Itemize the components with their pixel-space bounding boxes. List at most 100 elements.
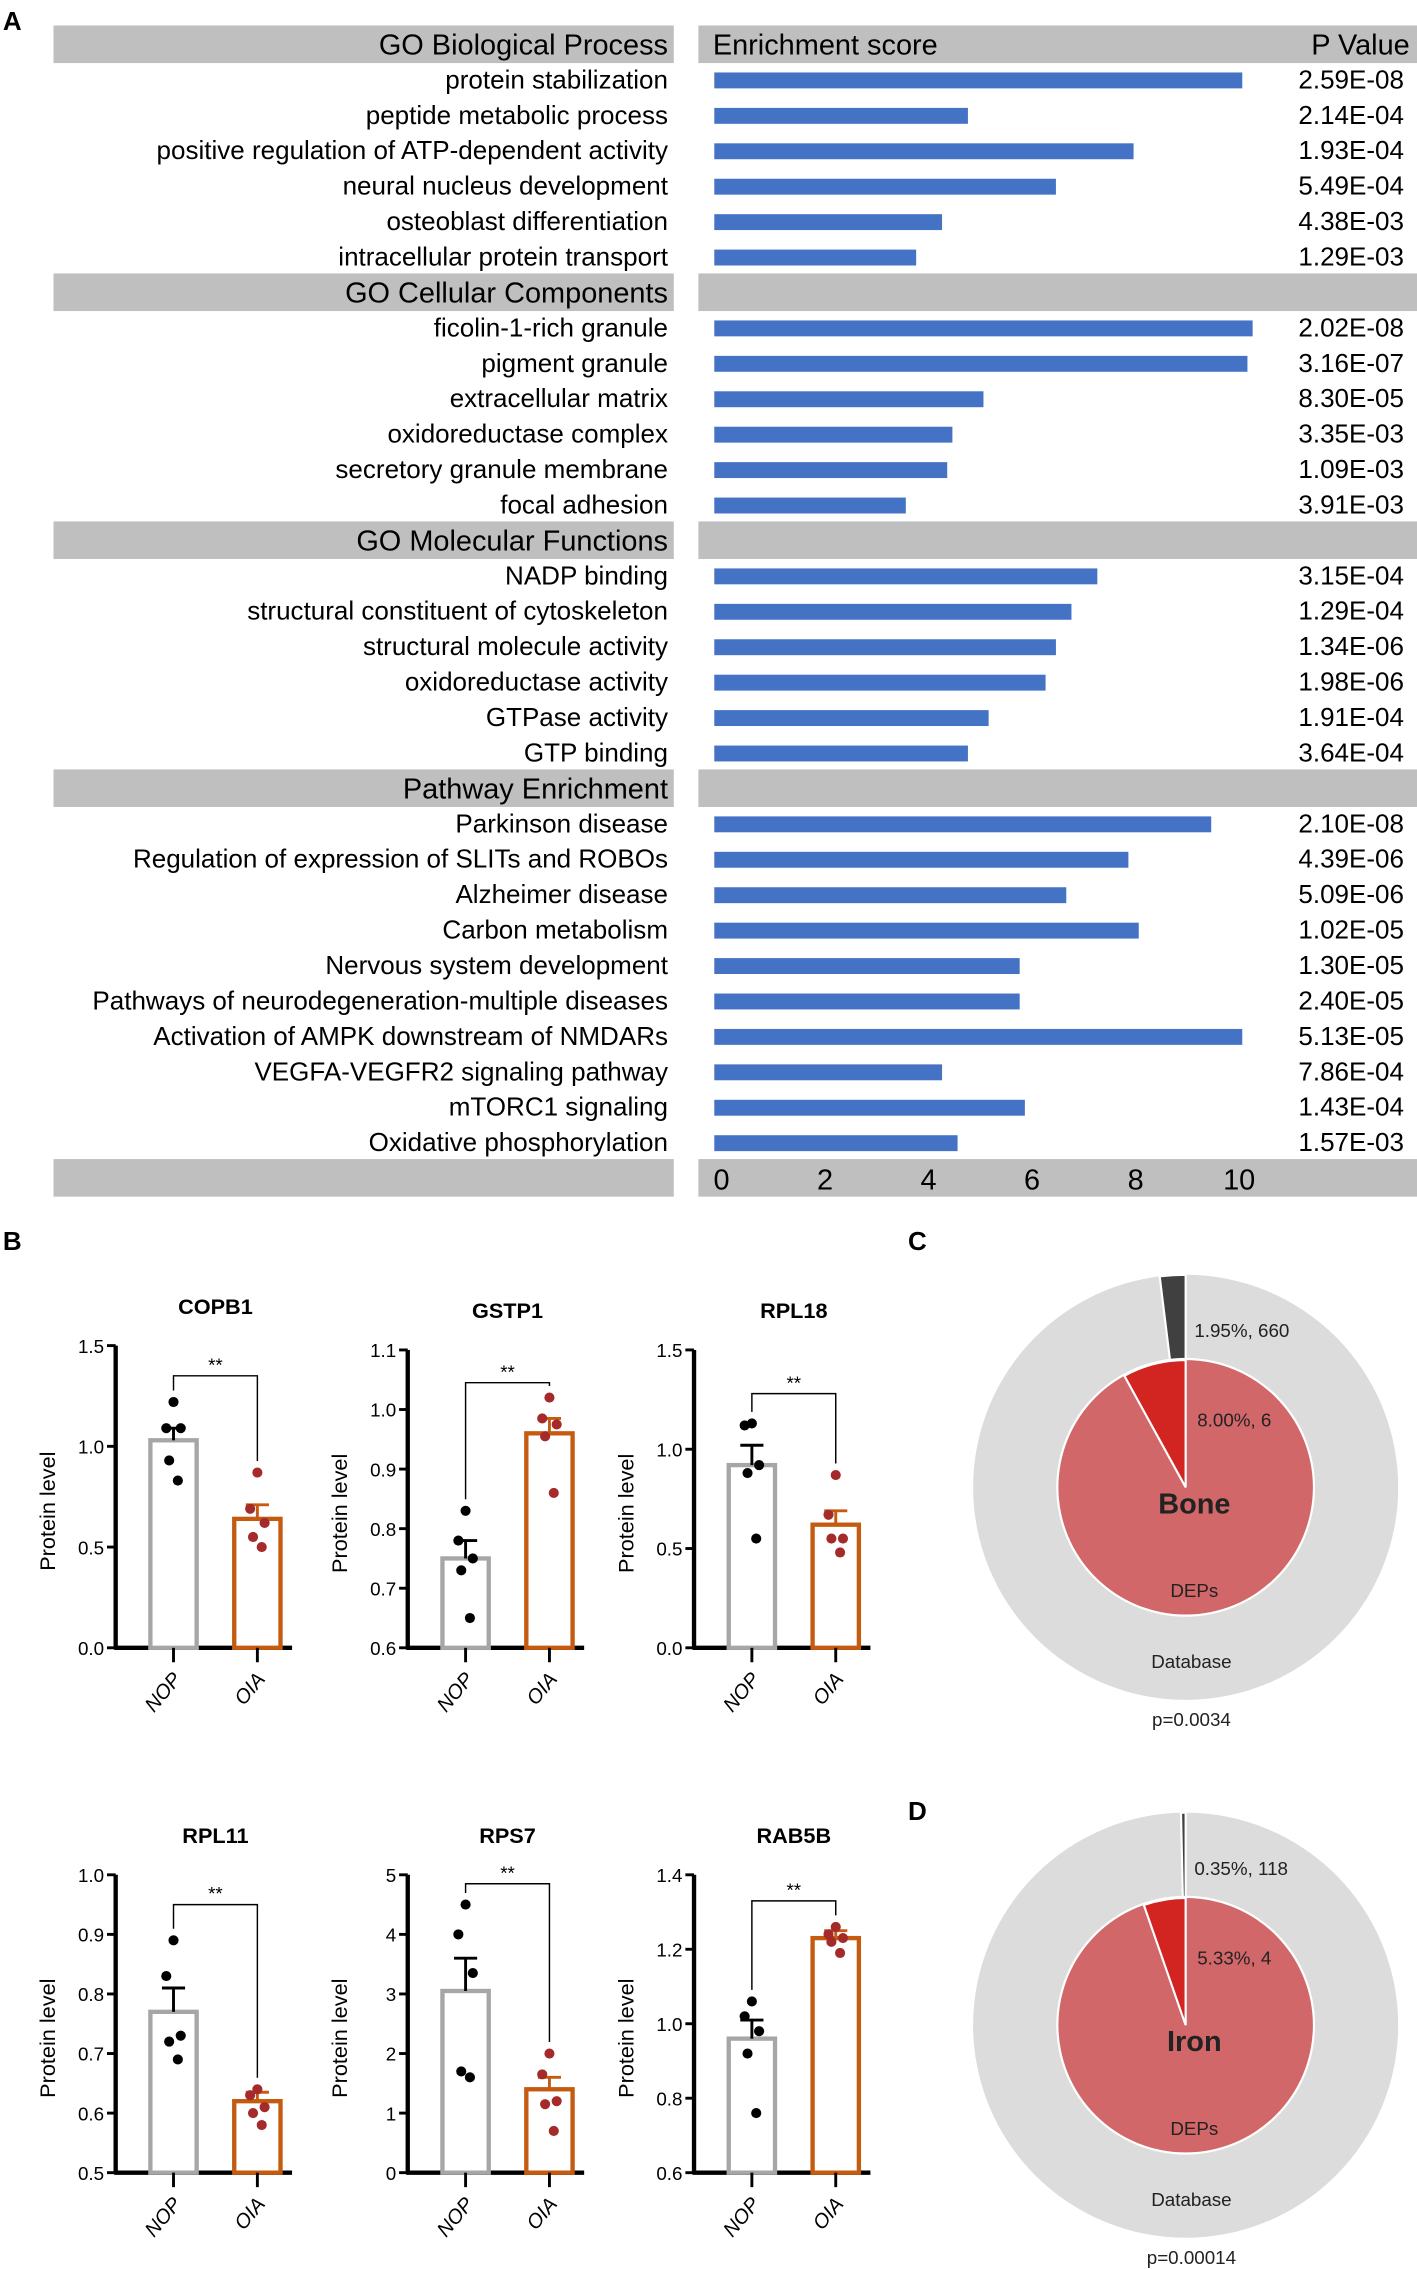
database-label: Database <box>1151 1651 1231 1672</box>
x-tick-label: OIA <box>231 1669 270 1710</box>
group-header-bg-right <box>698 273 1417 312</box>
enrichment-bar <box>714 958 1020 975</box>
data-point <box>256 1542 267 1553</box>
plot-title: RAB5B <box>756 1823 831 1848</box>
term-label: Carbon metabolism <box>442 915 668 945</box>
y-tick-label: 0.9 <box>78 1925 104 1946</box>
enrichment-bar <box>714 851 1129 868</box>
p-value: 1.43E-04 <box>1298 1092 1404 1122</box>
data-point <box>823 1509 834 1520</box>
axis-footer-bg <box>53 1159 674 1197</box>
y-axis-label: Protein level <box>35 1452 60 1571</box>
deps-slice <box>1142 1896 1187 2026</box>
data-point <box>837 1533 849 1544</box>
enrichment-chart: GO Biological Process Enrichment score P V… <box>53 25 1417 1197</box>
term-label: Oxidative phosphorylation <box>369 1127 668 1157</box>
enrichment-bar <box>714 639 1056 656</box>
y-axis-label: Protein level <box>613 1454 638 1573</box>
data-point <box>835 1947 846 1959</box>
data-point <box>464 1612 475 1624</box>
term-label: Activation of AMPK downstream of NMDARs <box>153 1021 668 1051</box>
deps-slice <box>1122 1358 1187 1488</box>
x-tick-label: OIA <box>231 2194 270 2235</box>
significance-bracket <box>751 1392 837 1464</box>
data-point <box>537 2069 548 2080</box>
y-axis-label: Protein level <box>35 1979 60 2098</box>
p-value: 7.86E-04 <box>1298 1056 1404 1086</box>
deps-slice-label: 8.00%, 6 <box>1197 1410 1271 1431</box>
term-label: oxidoreductase complex <box>387 419 668 449</box>
axis-footer-bg-right <box>698 1159 1417 1197</box>
y-tick-label: 1.0 <box>370 1400 396 1421</box>
data-point <box>742 2048 753 2059</box>
data-point <box>826 1936 837 1947</box>
x-tick-label: NOP <box>141 2193 186 2241</box>
data-point <box>168 1396 179 1408</box>
enrichment-bar <box>714 816 1212 833</box>
x-tick-label: OIA <box>809 2194 848 2235</box>
data-point <box>467 1968 478 1979</box>
data-point <box>453 1535 464 1546</box>
term-label: Parkinson disease <box>455 808 668 838</box>
data-point <box>252 1467 263 1478</box>
y-tick-label: 1.1 <box>370 1340 396 1361</box>
plot-title: RPL18 <box>760 1298 827 1323</box>
enrichment-bar <box>714 1135 958 1152</box>
term-label: neural nucleus development <box>343 171 669 201</box>
term-label: peptide metabolic process <box>366 100 668 130</box>
data-point <box>551 2096 562 2107</box>
x-tick-label: OIA <box>523 1669 562 1710</box>
bar-plot-rab5b: RAB5B 0.6 0.8 1.0 1.2 1.4 Protein level NOP OIA *… <box>613 1823 871 2241</box>
p-value: 8.30E-05 <box>1298 383 1404 413</box>
term-label: positive regulation of ATP-dependent act… <box>157 135 668 165</box>
panel-label-b: B <box>3 1226 22 1256</box>
p-value: 1.57E-03 <box>1298 1127 1404 1157</box>
bone-pie-chart: 1.95%, 660 8.00%, 6 Bone DEPs Database p=0.00… <box>973 1273 1399 1730</box>
y-tick-label: 0.5 <box>656 1539 682 1560</box>
y-tick-label: 5 <box>386 1865 396 1886</box>
enrichment-bar <box>714 426 953 443</box>
significance-bracket <box>172 1375 259 1461</box>
enrichment-bar <box>714 745 968 762</box>
data-point <box>256 2119 267 2131</box>
plot-title: RPS7 <box>479 1823 536 1848</box>
y-tick-label: 0.7 <box>370 1578 396 1599</box>
y-tick-label: 4 <box>386 1925 396 1946</box>
data-point <box>739 2011 750 2022</box>
enrichment-bar <box>714 887 1067 904</box>
y-tick-label: 0.0 <box>78 1638 104 1659</box>
significance-bracket <box>464 1883 551 2042</box>
x-tick-label: 4 <box>921 1164 937 1196</box>
data-point <box>830 1469 841 1481</box>
data-point <box>537 1413 548 1424</box>
x-tick-label: 10 <box>1223 1164 1255 1196</box>
y-tick-label: 0.8 <box>370 1519 396 1540</box>
y-tick-label: 0.5 <box>78 2163 104 2184</box>
p-value: 5.13E-05 <box>1298 1021 1404 1051</box>
group-header: GO Molecular Functions <box>356 525 668 557</box>
data-point <box>551 1419 562 1430</box>
bar-oia <box>232 2099 283 2175</box>
significance-marker: ** <box>500 1361 515 1382</box>
p-value: 1.34E-06 <box>1298 631 1404 661</box>
bar-nop <box>440 1988 491 2175</box>
p-value-header: P Value <box>1311 29 1410 61</box>
group-header-bg-right <box>698 25 1417 64</box>
y-tick-label: 0.7 <box>78 2044 104 2065</box>
enrichment-bar <box>714 72 1243 89</box>
term-label: intracellular protein transport <box>338 242 668 272</box>
data-point <box>175 1423 186 1434</box>
y-tick-label: 1.0 <box>78 1865 104 1886</box>
y-tick-label: 0.6 <box>656 2163 682 2184</box>
enrichment-bar <box>714 143 1134 160</box>
center-label: Iron <box>1167 2026 1222 2058</box>
database-slice-label: 1.95%, 660 <box>1194 1320 1289 1341</box>
data-point <box>751 2108 762 2119</box>
panel-label-d: D <box>908 1796 927 1826</box>
significance-marker: ** <box>208 1883 223 1904</box>
enrichment-bar <box>714 107 968 124</box>
y-axis-label: Protein level <box>327 1979 352 2098</box>
enrichment-bar <box>714 214 943 231</box>
data-point <box>175 2030 186 2041</box>
